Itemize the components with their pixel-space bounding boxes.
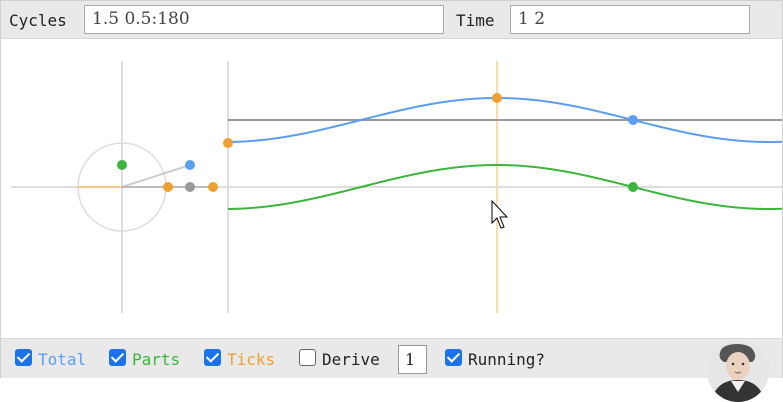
phasor-center-dot bbox=[185, 182, 195, 192]
derive-label: Derive bbox=[322, 350, 380, 369]
phasor-arm-total bbox=[121, 164, 191, 188]
cursor-tick-dot bbox=[492, 93, 502, 103]
phasor-total-dot bbox=[185, 160, 195, 170]
cycles-label: Cycles bbox=[9, 11, 67, 30]
app-frame: Cycles 1.5 0.5:180 Time 1 2 bbox=[0, 0, 783, 378]
phasor-tick-dot-2 bbox=[208, 182, 218, 192]
wave-start-tick-dot bbox=[223, 138, 233, 148]
parts-label: Parts bbox=[132, 350, 181, 369]
total-checkbox[interactable] bbox=[15, 349, 32, 366]
derive-checkbox[interactable] bbox=[299, 349, 316, 366]
bottombar: Total Parts Ticks Derive 1 Running? bbox=[1, 338, 782, 378]
derive-input[interactable]: 1 bbox=[398, 345, 427, 374]
running-checkbox[interactable] bbox=[445, 349, 462, 366]
cycles-input[interactable]: 1.5 0.5:180 bbox=[84, 5, 444, 34]
time-label: Time bbox=[456, 11, 495, 30]
parts-marker-dot bbox=[628, 182, 638, 192]
topbar: Cycles 1.5 0.5:180 Time 1 2 bbox=[1, 1, 782, 39]
parts-wave bbox=[227, 164, 782, 210]
total-marker-dot bbox=[628, 115, 638, 125]
ticks-label: Ticks bbox=[227, 350, 276, 369]
phasor-tick-dot-1 bbox=[163, 182, 173, 192]
ticks-checkbox[interactable] bbox=[204, 349, 221, 366]
wave-canvas[interactable] bbox=[1, 39, 782, 337]
total-label: Total bbox=[38, 350, 87, 369]
phasor-parts-dot bbox=[117, 160, 127, 170]
parts-checkbox[interactable] bbox=[109, 349, 126, 366]
running-label: Running? bbox=[468, 350, 546, 369]
cursor-arrow-icon bbox=[491, 199, 509, 229]
time-input[interactable]: 1 2 bbox=[510, 5, 750, 34]
total-wave bbox=[227, 97, 782, 143]
portrait-avatar bbox=[707, 340, 769, 402]
